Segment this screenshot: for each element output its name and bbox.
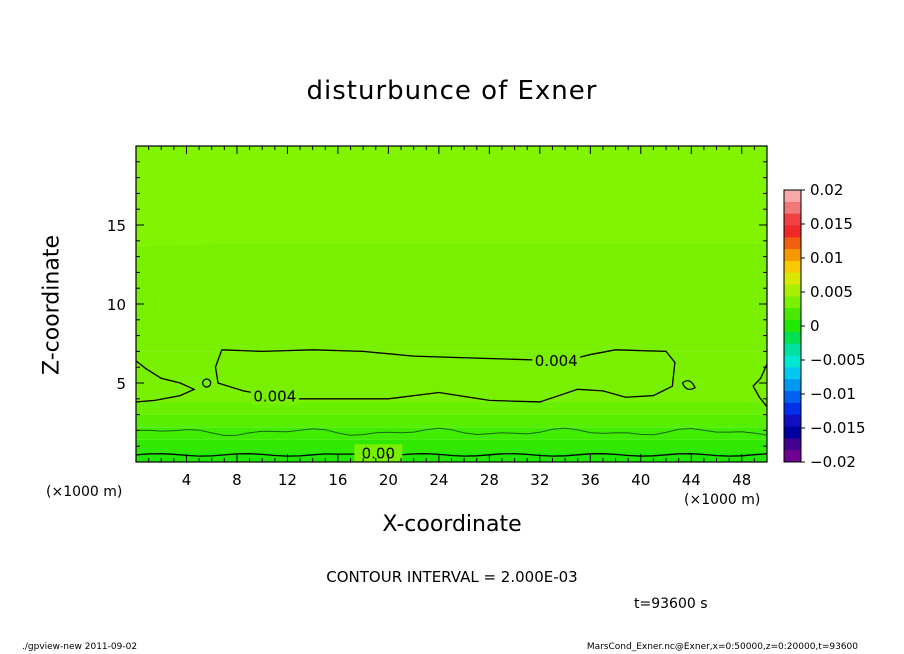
- contour-loop: [202, 378, 212, 388]
- colorbar-swatch: [784, 225, 801, 238]
- field-band: [136, 439, 767, 453]
- colorbar-swatch: [784, 391, 801, 404]
- colorbar-swatch: [784, 367, 801, 380]
- colorbar-swatch: [784, 296, 801, 309]
- colorbar-tick-label: 0.005: [810, 283, 853, 301]
- y-tick-label: 10: [107, 296, 126, 314]
- colorbar-swatch: [784, 249, 801, 262]
- y-tick-label: 5: [116, 375, 126, 393]
- contour-label: 0.004: [535, 352, 578, 370]
- colorbar-swatch: [784, 379, 801, 392]
- colorbar-swatch: [784, 237, 801, 250]
- x-tick-label: 8: [232, 471, 242, 489]
- colorbar-swatch: [784, 260, 801, 274]
- x-tick-label: 28: [480, 471, 499, 489]
- colorbar-swatch: [784, 438, 801, 451]
- contour-loop: [681, 380, 696, 390]
- chart-title: disturbunce of Exner: [306, 76, 598, 106]
- x-tick-label: 44: [682, 471, 701, 489]
- colorbar-tick-label: −0.02: [810, 453, 856, 471]
- x-tick-label: 20: [379, 471, 398, 489]
- contour-label: 0.004: [253, 387, 296, 405]
- x-tick-label: 32: [530, 471, 549, 489]
- colorbar-swatch: [784, 320, 801, 333]
- colorbar-swatch: [784, 272, 801, 286]
- x-tick-label: 16: [328, 471, 347, 489]
- contour-label-bg: [354, 444, 403, 462]
- colorbar-tick-label: −0.015: [810, 419, 866, 437]
- field-band: [136, 452, 767, 462]
- colorbar-swatch: [784, 355, 801, 368]
- field-band: [136, 427, 767, 440]
- time-label: t=93600 s: [634, 596, 708, 612]
- colorbar-swatch: [784, 450, 801, 463]
- colorbar-swatch: [784, 190, 801, 203]
- colorbar-tick-label: 0.02: [810, 181, 843, 199]
- colorbar-tick-label: 0: [810, 317, 820, 335]
- x-tick-label: 48: [732, 471, 751, 489]
- colorbar-swatch: [784, 414, 801, 428]
- x-tick-label: 12: [278, 471, 297, 489]
- colorbar-swatch: [784, 308, 801, 321]
- footer-left: ./gpview-new 2011-09-02: [22, 642, 138, 652]
- y-tick-label: 15: [107, 217, 126, 235]
- x-tick-label: 4: [182, 471, 192, 489]
- contour-line-0004: [214, 349, 676, 403]
- contour-label: 0.00: [362, 444, 395, 462]
- colorbar-tick-label: 0.015: [810, 215, 853, 233]
- x-axis-unit: (×1000 m): [684, 492, 761, 508]
- colorbar-swatch: [784, 426, 801, 439]
- field-band-upper: [136, 146, 767, 248]
- contour-line: [135, 427, 768, 437]
- contour-line-left: [135, 360, 196, 403]
- colorbar-tick-label: 0.01: [810, 249, 843, 267]
- footer-right: MarsCond_Exner.nc@Exner,x=0:50000,z=0:20…: [586, 642, 858, 652]
- field-band: [136, 414, 767, 428]
- colorbar-swatch: [784, 343, 801, 357]
- colorbar-swatch: [784, 201, 801, 215]
- contour-line-zero: [135, 453, 768, 457]
- field-band: [136, 401, 767, 415]
- x-tick-label: 24: [429, 471, 448, 489]
- colorbar-tick-label: −0.01: [810, 385, 856, 403]
- x-tick-label: 36: [581, 471, 600, 489]
- contour-label-bg: [250, 387, 299, 405]
- colorbar-tick-label: −0.005: [810, 351, 866, 369]
- colorbar-swatch: [784, 402, 801, 416]
- field-band: [136, 351, 767, 402]
- contour-label-bg: [532, 351, 581, 369]
- colorbar-swatch: [784, 213, 801, 226]
- colorbar-swatch: [784, 284, 801, 297]
- contour-interval-text: CONTOUR INTERVAL = 2.000E-03: [326, 568, 578, 586]
- field-band: [136, 243, 767, 352]
- y-axis-unit: (×1000 m): [46, 484, 123, 500]
- x-tick-label: 40: [631, 471, 650, 489]
- x-axis-label: X-coordinate: [382, 512, 522, 537]
- colorbar-swatch: [784, 331, 801, 345]
- contour-line-right: [752, 363, 768, 408]
